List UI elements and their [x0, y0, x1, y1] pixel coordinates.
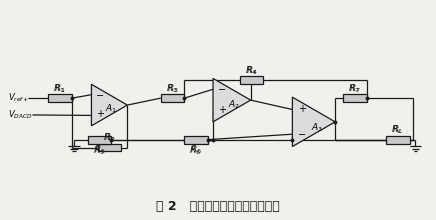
Text: $A_3$: $A_3$	[311, 121, 323, 134]
Text: $R_5$: $R_5$	[93, 144, 104, 157]
Text: $R_{7}$: $R_{7}$	[349, 82, 361, 95]
Polygon shape	[293, 97, 335, 147]
Text: +: +	[96, 109, 104, 119]
Bar	[161, 94, 184, 102]
Text: $R_1$: $R_1$	[53, 82, 65, 95]
Text: $R_L$: $R_L$	[391, 123, 402, 136]
Bar	[386, 136, 409, 144]
Text: $R_{2}$: $R_{2}$	[104, 131, 115, 144]
Text: +: +	[298, 104, 307, 114]
Polygon shape	[92, 84, 127, 126]
Text: $A_2$: $A_2$	[228, 99, 240, 111]
Text: +: +	[218, 105, 226, 115]
Text: $V_{ref+}$: $V_{ref+}$	[8, 92, 29, 104]
Text: $R_{6}$: $R_{6}$	[190, 143, 202, 156]
Bar	[88, 136, 111, 144]
Text: $R_{5}$: $R_{5}$	[94, 143, 106, 156]
Text: 图 2   压控双相恒流刺激产生电路: 图 2 压控双相恒流刺激产生电路	[156, 200, 280, 213]
Text: $R_4$: $R_4$	[245, 64, 256, 77]
Text: $R_3$: $R_3$	[166, 82, 177, 95]
Text: $A_1$: $A_1$	[105, 103, 117, 115]
Text: $R_{L}$: $R_{L}$	[392, 123, 403, 136]
Text: $R_{3}$: $R_{3}$	[167, 82, 178, 95]
Text: $R_7$: $R_7$	[348, 82, 360, 95]
Text: $R_{4}$: $R_{4}$	[245, 64, 258, 77]
Text: $R_{1}$: $R_{1}$	[54, 82, 66, 95]
Text: −: −	[298, 130, 307, 140]
Bar	[344, 94, 367, 102]
Bar	[240, 76, 263, 84]
Text: $V_{DACD}$: $V_{DACD}$	[8, 109, 32, 121]
Text: $R_6$: $R_6$	[189, 144, 201, 157]
Text: $R_2$: $R_2$	[102, 131, 114, 144]
Text: −: −	[96, 91, 105, 101]
Polygon shape	[213, 78, 251, 122]
Bar	[48, 94, 72, 102]
Text: −: −	[218, 85, 226, 95]
Bar	[184, 136, 208, 144]
Bar	[98, 144, 121, 151]
